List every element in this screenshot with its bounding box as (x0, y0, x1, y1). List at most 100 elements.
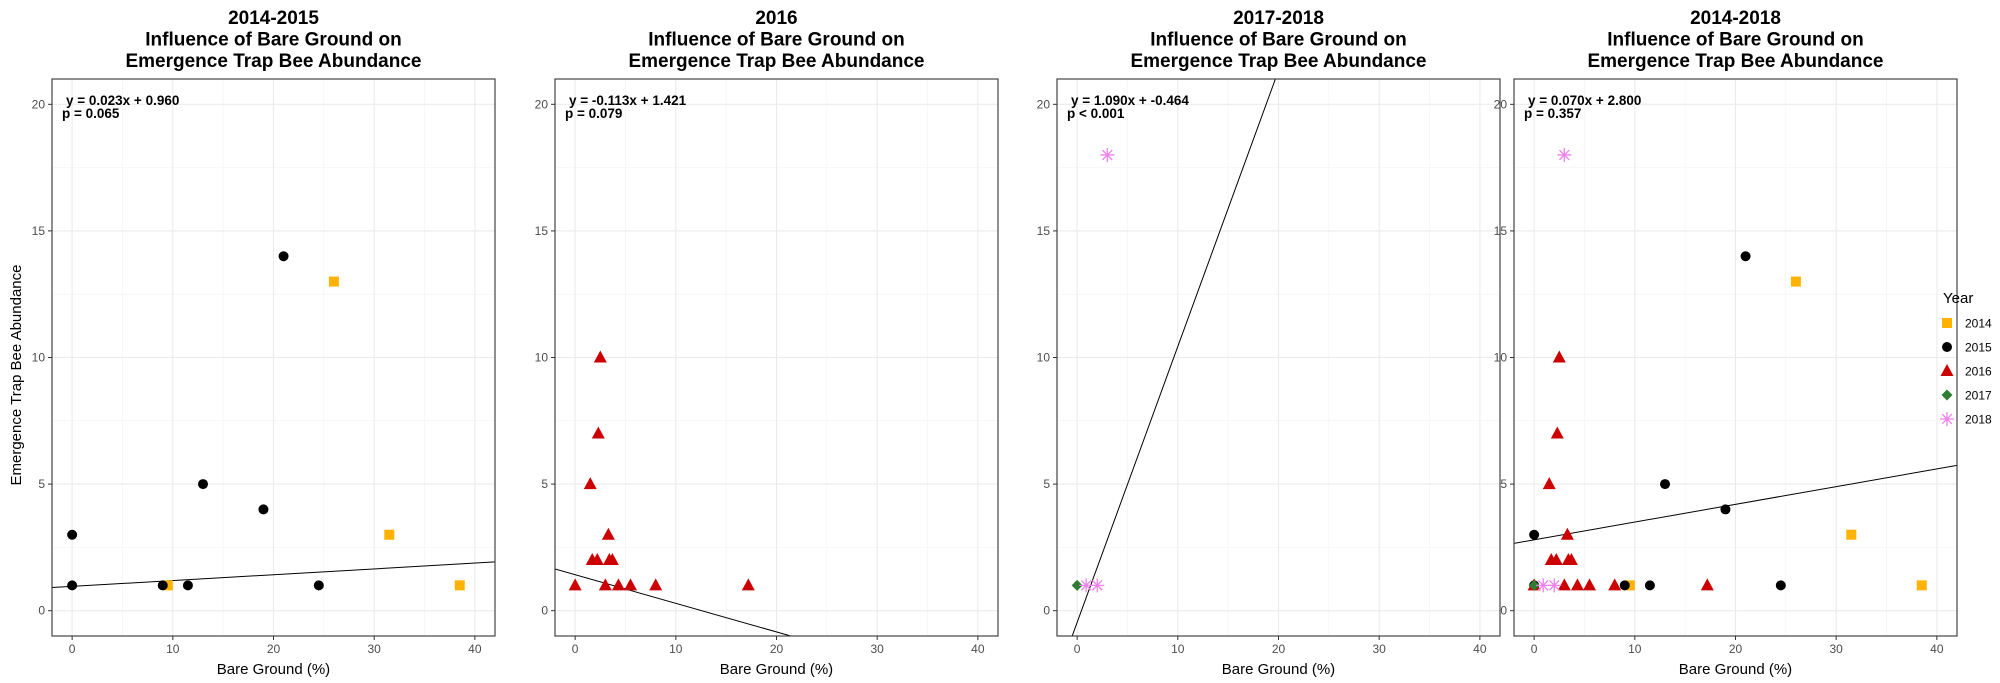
data-points (1527, 147, 1927, 593)
data-point-2016 (1564, 553, 1578, 566)
data-points (568, 350, 755, 591)
p-value-label: p = 0.079 (565, 106, 622, 121)
x-tick-label: 20 (1272, 642, 1286, 656)
y-tick-label: 20 (535, 97, 549, 111)
y-tick-label: 10 (535, 351, 549, 365)
data-point-2018-strokes (1547, 578, 1562, 593)
data-point-2016 (1557, 578, 1571, 591)
data-point-2018 (1100, 147, 1115, 162)
legend-key-2015 (1942, 342, 1952, 352)
legend-key-2014 (1942, 318, 1952, 328)
data-point-2016 (590, 553, 604, 566)
panel-title-line-1: Influence of Bare Ground on (145, 30, 402, 51)
data-point-2016 (741, 578, 755, 591)
panel-title-line-2: Emergence Trap Bee Abundance (125, 51, 421, 72)
legend-label: 2014 (1965, 317, 1992, 331)
legend-item-2014: 2014 (1942, 317, 1992, 331)
data-point-2014 (328, 276, 339, 287)
y-tick-label: 15 (32, 224, 46, 238)
x-tick-label: 10 (669, 642, 683, 656)
data-point-2014 (454, 580, 465, 591)
fit-line-group (52, 561, 495, 589)
data-point-2015 (1644, 580, 1655, 591)
data-point-2018 (1536, 578, 1551, 593)
panel-title-line-2: Emergence Trap Bee Abundance (1130, 51, 1426, 72)
x-tick-label: 40 (971, 642, 985, 656)
panel-title-line-1: Influence of Bare Ground on (1607, 30, 1864, 51)
data-point-2016 (1608, 578, 1622, 591)
legend-item-2016: 2016 (1940, 364, 1992, 379)
legend-key-2016 (1940, 364, 1954, 376)
data-point-2018-strokes (1079, 578, 1094, 593)
data-point-2016 (611, 578, 625, 591)
data-point-2014 (384, 529, 395, 540)
panel-title-line-2: Emergence Trap Bee Abundance (628, 51, 924, 72)
legend-key-2018 (1940, 412, 1954, 426)
legend-label: 2017 (1965, 389, 1992, 403)
data-point-2014 (1846, 529, 1857, 540)
x-tick-label: 0 (572, 642, 579, 656)
y-tick-label: 20 (1494, 97, 1508, 111)
legend: Year 2014 2015 2016 2017 2018 (1940, 290, 1992, 427)
data-point-2015 (182, 580, 193, 591)
x-axis-label: Bare Ground (%) (720, 661, 833, 678)
data-point-2016 (568, 578, 582, 591)
fit-line-group (1514, 464, 1957, 544)
data-point-2016 (601, 527, 615, 540)
y-tick-label: 10 (1037, 351, 1051, 365)
y-axis-label: Emergence Trap Bee Abundance (8, 265, 25, 486)
data-point-2015 (1529, 529, 1540, 540)
panel-title-line-1: Influence of Bare Ground on (648, 30, 905, 51)
y-tick-label: 10 (1494, 351, 1508, 365)
gridlines (1057, 79, 1500, 636)
y-tick-label: 5 (38, 477, 45, 491)
y-tick-label: 15 (1037, 224, 1051, 238)
x-axis-label: Bare Ground (%) (217, 661, 330, 678)
panel-title-line-1: Influence of Bare Ground on (1150, 30, 1407, 51)
data-point-2016 (1570, 578, 1584, 591)
equation-label: y = 0.023x + 0.960 (66, 93, 179, 108)
data-points (1071, 147, 1115, 593)
data-point-2016 (1542, 477, 1556, 490)
x-tick-label: 30 (1373, 642, 1387, 656)
panel-title-line-0: 2014-2018 (1690, 8, 1781, 29)
data-point-2016 (593, 350, 607, 363)
data-point-2018-strokes (1090, 578, 1105, 593)
legend-key-2018-strokes (1940, 412, 1954, 426)
data-point-2016 (1552, 350, 1566, 363)
y-tick-label: 0 (1500, 604, 1507, 618)
regression-line (52, 561, 495, 589)
equation-label: y = 1.090x + -0.464 (1071, 93, 1189, 108)
y-tick-label: 20 (32, 97, 46, 111)
data-point-2016 (605, 553, 619, 566)
x-tick-label: 30 (871, 642, 885, 656)
data-point-2014 (162, 580, 173, 591)
data-point-2015 (157, 580, 168, 591)
regression-line (1514, 464, 1957, 544)
x-tick-label: 10 (1628, 642, 1642, 656)
y-tick-label: 15 (535, 224, 549, 238)
x-tick-label: 30 (368, 642, 382, 656)
data-point-2015 (67, 580, 78, 591)
data-point-2016 (1560, 527, 1574, 540)
y-tick-label: 5 (1500, 477, 1507, 491)
legend-item-2018: 2018 (1940, 412, 1992, 427)
legend-label: 2018 (1965, 413, 1992, 427)
data-point-2014 (1624, 580, 1635, 591)
data-point-2015 (1740, 251, 1751, 262)
data-point-2018 (1557, 147, 1572, 162)
x-tick-label: 40 (1930, 642, 1944, 656)
data-point-2018 (1090, 578, 1105, 593)
x-tick-label: 10 (1171, 642, 1185, 656)
panel-title-line-0: 2017-2018 (1233, 8, 1324, 29)
y-tick-label: 10 (32, 351, 46, 365)
x-tick-label: 20 (1729, 642, 1743, 656)
x-tick-label: 0 (1074, 642, 1081, 656)
data-point-2016 (649, 578, 663, 591)
data-point-2016 (624, 578, 638, 591)
legend-item-2015: 2015 (1942, 341, 1992, 355)
